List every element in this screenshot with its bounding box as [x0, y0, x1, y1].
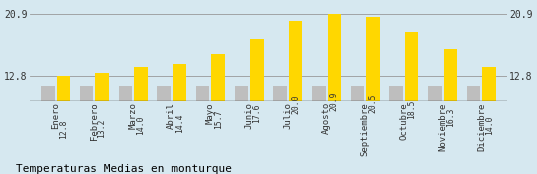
Bar — [389, 86, 403, 173]
Bar — [482, 66, 496, 173]
Bar — [351, 86, 364, 173]
Text: 12.8: 12.8 — [59, 120, 68, 139]
Text: 18.5: 18.5 — [407, 100, 416, 120]
Bar — [366, 17, 380, 173]
Text: 17.6: 17.6 — [252, 103, 262, 122]
Bar — [80, 86, 93, 173]
Text: Temperaturas Medias en monturque: Temperaturas Medias en monturque — [16, 164, 232, 174]
Bar — [157, 86, 171, 173]
Bar — [467, 86, 481, 173]
Bar — [312, 86, 325, 173]
Text: 14.0: 14.0 — [136, 115, 146, 135]
Bar — [212, 54, 225, 173]
Text: 16.3: 16.3 — [446, 108, 455, 127]
Text: 15.7: 15.7 — [214, 110, 223, 129]
Bar — [250, 39, 264, 173]
Bar — [328, 14, 341, 173]
Text: 14.4: 14.4 — [175, 114, 184, 133]
Bar — [444, 49, 457, 173]
Text: 20.5: 20.5 — [368, 93, 378, 113]
Bar — [119, 86, 132, 173]
Bar — [134, 66, 148, 173]
Bar — [95, 73, 109, 173]
Text: 20.0: 20.0 — [291, 95, 300, 114]
Bar — [41, 86, 55, 173]
Bar — [405, 32, 418, 173]
Bar — [196, 86, 209, 173]
Text: 14.0: 14.0 — [484, 115, 494, 135]
Text: 20.9: 20.9 — [330, 92, 339, 111]
Bar — [289, 21, 302, 173]
Bar — [173, 64, 186, 173]
Text: 13.2: 13.2 — [98, 118, 106, 138]
Bar — [235, 86, 248, 173]
Bar — [428, 86, 442, 173]
Bar — [56, 76, 70, 173]
Bar — [273, 86, 287, 173]
